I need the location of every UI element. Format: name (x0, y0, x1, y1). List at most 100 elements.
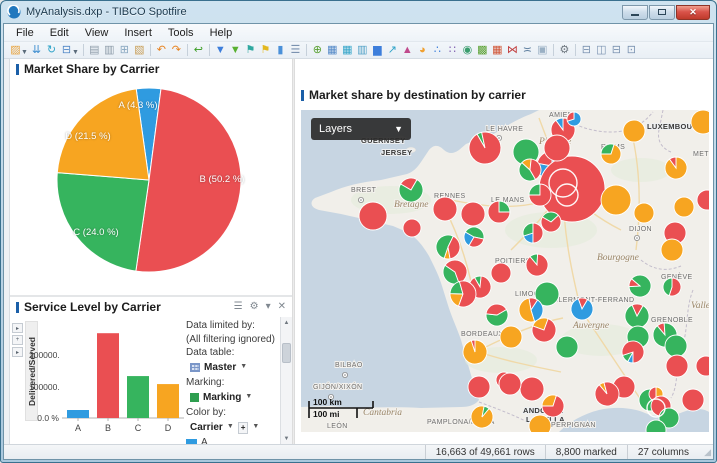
dropdown-caret-icon[interactable]: ▼ (71, 48, 79, 56)
menu-bar: File Edit View Insert Tools Help (4, 24, 713, 42)
close-button[interactable]: ✕ (676, 4, 710, 20)
status-marked: 8,800 marked (544, 445, 627, 459)
minimize-button[interactable] (622, 4, 648, 20)
title-bar[interactable]: MyAnalysis.dxp - TIBCO Spotfire ✕ (3, 1, 714, 23)
svg-text:D: D (165, 423, 172, 433)
maximize-button[interactable] (649, 4, 675, 20)
gear-icon[interactable]: ⚙ (249, 301, 259, 312)
map-header[interactable]: Market share by destination by carrier (295, 85, 713, 105)
collapsed-filter-strip[interactable] (4, 59, 10, 444)
market-share-header[interactable]: Market Share by Carrier (10, 59, 292, 79)
scatter-3d-icon[interactable]: ∷ (448, 43, 456, 56)
svg-text:LE HAVRE: LE HAVRE (486, 126, 523, 133)
tag-icon[interactable]: ⚑ (245, 43, 256, 56)
save-icon[interactable]: ⊟ (61, 43, 72, 56)
menu-edit[interactable]: Edit (49, 26, 69, 39)
table-icon[interactable]: ▦ (327, 43, 338, 56)
chevron-down-icon[interactable]: ▾ (265, 301, 271, 312)
spotfire-logo-icon (7, 5, 21, 19)
axis-selector-right-icon[interactable]: ▸ (12, 323, 23, 333)
menu-help[interactable]: Help (209, 26, 233, 39)
scroll-up-icon[interactable]: ▲ (283, 319, 290, 326)
bar-chart-icon[interactable]: ▆ (373, 43, 382, 56)
color-by-label: Color by: (186, 407, 227, 418)
service-level-title: Service Level by Carrier (24, 300, 161, 314)
layout-stack-icon[interactable]: ⊟ (611, 43, 621, 56)
chevron-down-icon: ▼ (252, 423, 260, 431)
add-data-table-icon[interactable]: ⇊ (31, 43, 42, 56)
status-rows: 16,663 of 49,661 rows (424, 445, 545, 459)
undo-icon[interactable]: ↶ (156, 43, 166, 56)
paste-icon[interactable]: ▧ (134, 43, 145, 56)
svg-text:GRENOBLE: GRENOBLE (651, 317, 693, 324)
redo-icon[interactable]: ↷ (171, 43, 181, 56)
data-table-label: Data table: (186, 347, 235, 358)
scroll-down-icon[interactable]: ▼ (283, 435, 290, 442)
svg-text:Valle d'Ao: Valle d'Ao (691, 301, 709, 311)
copy-icon[interactable]: ⊞ (119, 43, 129, 56)
svg-text:A: A (75, 423, 81, 433)
text-area-icon[interactable]: ▣ (537, 43, 548, 56)
dropdown-caret-icon[interactable]: ▼ (21, 48, 28, 56)
market-share-title: Market Share by Carrier (24, 62, 160, 76)
market-share-panel: Market Share by Carrier A (4.3 %) B (50.2… (10, 59, 292, 295)
service-level-header[interactable]: Service Level by Carrier ☰ ⚙ ▾ ✕ (10, 297, 292, 317)
menu-view[interactable]: View (84, 26, 109, 39)
map-title: Market share by destination by carrier (309, 88, 526, 102)
add-color-rule-button[interactable]: + (237, 421, 249, 434)
insert-icon[interactable]: ⊕ (312, 43, 322, 56)
export-icon[interactable]: ▥ (104, 43, 115, 56)
svg-text:B: B (105, 423, 111, 433)
marking-dropdown[interactable]: Marking ▼ (190, 392, 278, 405)
parallel-coordinate-icon[interactable]: ⋈ (506, 43, 518, 56)
menu-insert[interactable]: Insert (124, 26, 152, 39)
collaboration-icon[interactable]: ☰ (290, 43, 301, 56)
layout-side-icon[interactable]: ⊟ (581, 43, 591, 56)
data-table-dropdown[interactable]: Master ▼ (190, 362, 278, 375)
legend-item[interactable]: A (186, 437, 278, 444)
y-axis-label-box[interactable]: Delivered/Served (25, 321, 38, 421)
layout-split-icon[interactable]: ◫ (596, 43, 607, 56)
layout-full-icon[interactable]: ⊡ (626, 43, 636, 56)
service-level-bar-chart[interactable]: A B C D (62, 317, 186, 444)
reload-data-icon[interactable]: ↻ (46, 43, 57, 56)
map-chart-icon[interactable]: ◉ (462, 43, 473, 56)
details-icon[interactable]: ▮ (277, 43, 284, 56)
settings-icon[interactable]: ⚙ (559, 43, 570, 56)
color-by-dropdown[interactable]: Carrier ▼ + ▼ (190, 422, 278, 435)
properties-scrollbar[interactable]: ▲ ▼ (280, 317, 292, 444)
close-icon[interactable]: ✕ (277, 301, 286, 312)
pie-chart-icon[interactable]: ◕ (419, 43, 426, 56)
bookmark-icon[interactable]: ⚑ (260, 43, 271, 56)
svg-text:LUXEMBOURG: LUXEMBOURG (647, 122, 704, 131)
vertical-splitter[interactable] (292, 59, 295, 444)
layers-dropdown[interactable]: Layers ▼ (311, 118, 411, 140)
menu-tools[interactable]: Tools (167, 26, 194, 39)
scatter-plot-icon[interactable]: ∴ (433, 43, 441, 56)
panel-accent-icon (16, 63, 19, 75)
svg-text:PERPIGNAN: PERPIGNAN (551, 422, 596, 429)
print-icon[interactable]: ▤ (89, 43, 100, 56)
resize-grip[interactable]: ◢ (704, 446, 711, 457)
cross-table-icon[interactable]: ▦ (342, 43, 353, 56)
combination-chart-icon[interactable]: ▲ (401, 43, 413, 56)
scroll-thumb[interactable] (282, 343, 291, 363)
filter-add-icon[interactable]: ▼ (229, 43, 241, 56)
legend-icon[interactable]: ☰ (233, 301, 243, 312)
menu-file[interactable]: File (16, 26, 34, 39)
svg-text:BREST: BREST (351, 187, 377, 194)
market-share-pie-chart[interactable]: A (4.3 %) B (50.2 %) C (24.0 %) D (21.5 %) (10, 79, 292, 295)
bar-chart-y-axis[interactable]: ▸ + ▸ Delivered/Served 200000... 100000..… (10, 317, 62, 444)
filter-icon[interactable]: ▼ (214, 43, 226, 56)
graphical-table-icon[interactable]: ▥ (357, 43, 368, 56)
back-icon[interactable]: ↩ (193, 43, 203, 56)
heat-map-icon[interactable]: ▦ (492, 43, 503, 56)
treemap-icon[interactable]: ▩ (477, 43, 488, 56)
axis-selector-add-icon[interactable]: + (12, 335, 23, 345)
line-chart-icon[interactable]: ↗ (387, 43, 397, 56)
axis-selector-right2-icon[interactable]: ▸ (12, 347, 23, 357)
open-icon[interactable]: ▨ (10, 43, 21, 56)
y-axis-tick: 200000... (29, 350, 59, 360)
box-plot-icon[interactable]: ≍ (522, 43, 532, 56)
